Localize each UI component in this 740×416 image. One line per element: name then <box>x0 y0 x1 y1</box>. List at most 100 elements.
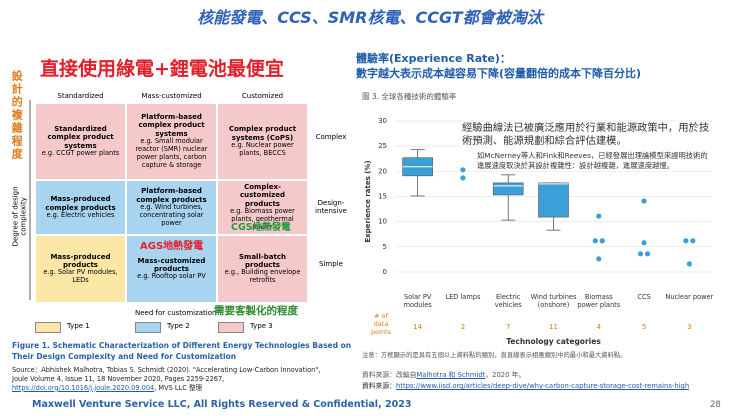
data-count: 7 <box>506 323 510 331</box>
matrix-cell: Platform-based complex products e.g. Wind… <box>126 180 217 235</box>
annotation: AGS地熱發電 <box>140 241 204 252</box>
cell-title: Complex-customized products <box>240 183 285 208</box>
box <box>538 182 569 218</box>
note: 注意：方框顯示的是具有五個以上資料點的類別，直直線表示相應類別中的最小和最大資料… <box>362 352 627 359</box>
y-tick-label: 25 <box>378 142 387 150</box>
x-tick-label: Wind turbines (onshore) <box>530 293 577 309</box>
right-heading: 體驗率(Experience Rate)： <box>356 52 511 65</box>
cell-title: Mass-produced products <box>50 252 111 270</box>
data-count: 3 <box>687 323 691 331</box>
source-suffix: ，2020 年。 <box>485 371 526 379</box>
figure-caption: Figure 1. Schematic Characterization of … <box>12 341 352 361</box>
point <box>592 238 598 244</box>
x-tick-label: Biomass power plants <box>577 293 621 309</box>
chart-annotation: 經驗曲線法已被廣泛應用於行業和能源政策中，用於技術預測、能源規劃和綜合評估建模。 <box>462 122 712 149</box>
vertical-note: 設計的複雜程度 <box>10 70 24 161</box>
point <box>596 213 602 219</box>
y-axis-label: Experience rates (%) <box>364 160 372 242</box>
matrix-cell: Mass-produced products e.g. Solar PV modu… <box>35 235 126 303</box>
cell-example: e.g. Solar PV modules, LEDs <box>43 268 118 285</box>
column-header: Standardized <box>57 92 104 100</box>
data-count: 2 <box>461 323 465 331</box>
cell-title: Platform-based complex product systems <box>138 113 205 138</box>
y-tick-label: 10 <box>378 218 387 226</box>
matrix-cell: Complex-customized products e.g. Biomass … <box>217 180 308 235</box>
cell-example: e.g. Biomass power plants, geothermal po… <box>230 207 295 232</box>
source-prefix: 資料來源： <box>362 382 396 390</box>
y-tick-label: 0 <box>383 268 387 276</box>
source: 資料來源：改編自Malhotra 和 Schmidt，2020 年。 <box>362 371 525 379</box>
point <box>460 175 466 181</box>
source-line: Source：Abhishek Malhotra, Tobias S. Schm… <box>12 366 321 374</box>
row-label: Design-intensive <box>315 198 347 215</box>
data-count: 11 <box>549 323 558 331</box>
headline: 直接使用綠電+鋰電池最便宜 <box>40 58 284 80</box>
cell-title: Small-batch products <box>239 252 286 270</box>
point <box>690 238 696 244</box>
right-heading: 數字越大表示成本越容易下降(容量翻倍的成本下降百分比) <box>356 67 642 80</box>
page-number: 28 <box>710 400 721 410</box>
legend-label: Type 3 <box>250 322 273 330</box>
source-link[interactable]: https://www.iisd.org/articles/deep-dive/… <box>395 382 690 390</box>
y-tick-label: 15 <box>378 192 387 200</box>
legend-swatch <box>218 322 244 333</box>
footer-company: Maxwell Venture Service LLC, All Rights … <box>32 399 412 410</box>
point <box>683 238 689 244</box>
point <box>599 238 605 244</box>
matrix-cell: Platform-based complex product systems e.… <box>126 103 217 180</box>
matrix-cell: Mass-customized products e.g. Rooftop sol… <box>126 235 217 303</box>
legend-swatch <box>135 322 161 333</box>
y-tick-label: 30 <box>378 117 387 125</box>
figure-label: 圖 3. 全球各種技術的體驗率 <box>362 92 457 101</box>
cell-example: e.g. Wind turbines, concentrating solar … <box>139 203 204 227</box>
cell-title: Platform-based complex products <box>136 187 207 204</box>
matrix-cell: Complex product systems (CoPS) e.g. Nucle… <box>217 103 308 180</box>
y-tick-label: 20 <box>378 167 387 175</box>
point <box>641 198 647 204</box>
data-points-label: # of data points <box>371 312 391 336</box>
column-header: Customized <box>241 92 284 100</box>
source-suffix: , MVS LLC 整理 <box>154 383 203 392</box>
matrix-cell: Small-batch products e.g., Building envel… <box>217 235 308 303</box>
point <box>644 251 651 257</box>
x-tick-label: CCS <box>637 293 651 301</box>
legend-swatch <box>35 322 61 333</box>
point <box>460 167 466 173</box>
x-tick-label: Nuclear power <box>665 293 714 301</box>
source-link[interactable]: Malhotra 和 Schmidt <box>416 371 486 379</box>
column-header: Mass-customized <box>141 92 202 100</box>
cell-example: e.g. Rooftop solar PV <box>137 272 206 281</box>
row-label: Simple <box>319 260 343 268</box>
x-tick-label: LED lamps <box>445 293 481 301</box>
matrix-cell: Standardized complex product systems e.g.… <box>35 103 126 180</box>
point <box>686 261 692 267</box>
row-label: Complex <box>315 132 347 141</box>
x-axis-label: Need for customization <box>135 309 217 317</box>
data-count: 4 <box>597 323 602 331</box>
point <box>641 240 647 246</box>
y-tick-label: 5 <box>383 243 387 251</box>
data-count: 5 <box>642 323 646 331</box>
cell-example: e.g. Electric vehicles <box>46 210 115 219</box>
matrix-cell: Mass-produced complex products e.g. Elect… <box>35 180 126 235</box>
legend-label: Type 1 <box>67 322 90 330</box>
source-link[interactable]: https://doi.org/10.1016/j.joule.2020.09.… <box>12 383 155 392</box>
cell-example: e.g., Building envelope retrofits <box>224 268 301 285</box>
source-line: https://doi.org/10.1016/j.joule.2020.09.… <box>12 384 320 393</box>
annotation: 需要客製化的程度 <box>214 305 298 317</box>
cell-title: Standardized complex product systems <box>47 124 114 150</box>
y-axis-label: Degree of design complexity <box>11 186 28 247</box>
box <box>492 182 524 196</box>
x-tick-label: Electric vehicles <box>494 293 522 309</box>
cell-title: Mass-produced complex products <box>45 195 116 212</box>
cell-example: e.g. Nuclear power plants, BECCS <box>231 140 294 157</box>
cell-example: e.g. Small modular reactor (SMR) nuclear… <box>135 137 208 169</box>
source-prefix: 資料來源：改編自 <box>362 371 417 379</box>
legend-label: Type 2 <box>167 322 190 330</box>
point <box>637 251 644 257</box>
cell-title: Mass-customized products <box>137 256 206 274</box>
chart-annotation: 如McNerney等人和Fink和Reeves，已經發展出理論模型來證明技術的進… <box>477 151 709 171</box>
source-line: Joule Volume 4, Issue 11, 18 November 20… <box>12 374 225 383</box>
